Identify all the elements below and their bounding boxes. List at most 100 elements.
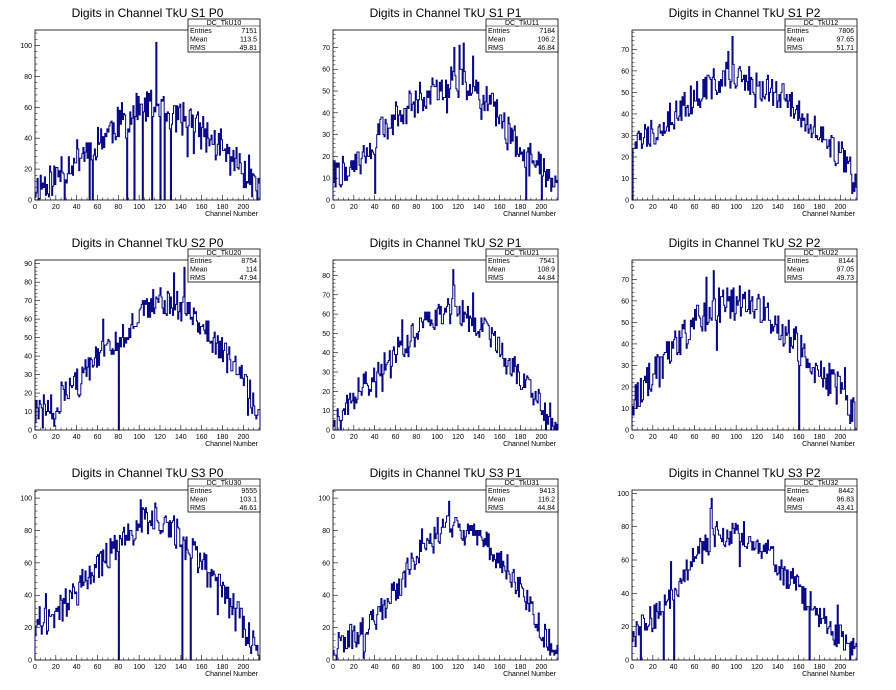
y-tick-label: 40 <box>322 350 330 357</box>
x-tick-label: 160 <box>793 434 805 441</box>
stats-label-mean: Mean <box>488 497 506 504</box>
y-tick-label: 20 <box>621 624 629 631</box>
x-tick-label: 40 <box>73 434 81 441</box>
y-tick-label: 80 <box>322 528 330 535</box>
x-tick-label: 80 <box>114 434 122 441</box>
stats-value-rms: 51.71 <box>836 45 854 52</box>
plot-frame <box>34 489 261 661</box>
x-tick-label: 0 <box>33 204 37 211</box>
histogram-series <box>34 266 261 431</box>
x-tick-label: 80 <box>711 434 719 441</box>
y-tick-label: 30 <box>322 132 330 139</box>
x-tick-label: 140 <box>175 204 187 211</box>
stats-label-mean: Mean <box>787 267 805 274</box>
x-tick-label: 0 <box>33 434 37 441</box>
chart-title: Digits in Channel TkU S2 P1 <box>370 236 522 250</box>
histogram-series <box>332 500 559 661</box>
histogram-series <box>632 35 858 201</box>
stats-name: DC_TkU10 <box>207 20 242 27</box>
y-tick-label: 60 <box>621 558 629 565</box>
chart-title: Digits in Channel TkU S3 P0 <box>72 466 224 480</box>
y-tick-label: 70 <box>24 298 32 305</box>
stats-value-entries: 7184 <box>539 28 555 35</box>
y-tick-label: 20 <box>322 154 330 161</box>
x-tick-label: 180 <box>515 664 527 671</box>
y-tick-label: 80 <box>322 273 330 280</box>
stats-box <box>187 478 261 513</box>
histogram-panel-6: Digits in Channel TkU S2 P20 20 40 60 80 100 1… <box>621 236 858 448</box>
x-tick-label: 40 <box>73 664 81 671</box>
y-tick-label: 0 <box>28 658 32 665</box>
stats-value-mean: 106.2 <box>537 37 555 44</box>
x-tick-label: 180 <box>814 434 826 441</box>
stats-name: DC_TkU11 <box>505 20 539 27</box>
stats-box <box>485 478 559 513</box>
y-tick-label: 10 <box>621 176 629 183</box>
plot-frame <box>332 489 559 661</box>
x-tick-label: 160 <box>494 204 506 211</box>
y-tick-label: 60 <box>621 298 629 305</box>
y-tick-label: 60 <box>24 317 32 324</box>
x-tick-label: 100 <box>730 434 742 441</box>
stats-value-rms: 49.81 <box>239 45 257 52</box>
x-tick-label: 20 <box>649 664 657 671</box>
stats-box <box>187 18 261 53</box>
stats-name: DC_TkU21 <box>505 250 540 257</box>
stats-value-mean: 97.05 <box>836 267 854 274</box>
x-tick-label: 160 <box>494 434 506 441</box>
stats-value-mean: 103.1 <box>239 497 257 504</box>
x-tick-label: 80 <box>114 664 122 671</box>
plot-frame <box>34 29 261 201</box>
x-tick-label: 180 <box>814 204 826 211</box>
x-tick-label: 80 <box>412 434 420 441</box>
x-tick-label: 40 <box>73 204 81 211</box>
y-tick-label: 80 <box>24 74 32 81</box>
x-tick-label: 80 <box>711 664 719 671</box>
stats-value-entries: 8442 <box>838 488 854 495</box>
x-tick-label: 140 <box>473 204 485 211</box>
y-tick-label: 20 <box>24 391 32 398</box>
y-tick-label: 40 <box>24 136 32 143</box>
y-tick-label: 60 <box>24 560 32 567</box>
histogram-series <box>332 42 559 201</box>
histogram-panel-3: Digits in Channel TkU S1 P20 20 40 60 80 100 1… <box>621 6 858 218</box>
stats-value-rms: 46.84 <box>537 45 555 52</box>
stats-label-rms: RMS <box>190 505 206 512</box>
y-tick-label: 70 <box>322 292 330 299</box>
y-tick-label: 30 <box>621 363 629 370</box>
y-tick-label: 40 <box>24 593 32 600</box>
x-tick-label: 0 <box>331 664 335 671</box>
y-tick-label: 60 <box>322 560 330 567</box>
y-tick-label: 60 <box>621 68 629 75</box>
x-tick-label: 180 <box>217 204 229 211</box>
chart-title: Digits in Channel TkU S1 P2 <box>669 6 821 20</box>
stats-label-mean: Mean <box>787 497 805 504</box>
x-tick-label: 120 <box>751 664 763 671</box>
y-tick-label: 60 <box>322 67 330 74</box>
stats-label-mean: Mean <box>488 267 506 274</box>
x-tick-label: 60 <box>94 664 102 671</box>
stats-box <box>187 248 261 283</box>
stats-value-mean: 116.2 <box>538 497 555 504</box>
x-tick-label: 200 <box>237 434 249 441</box>
y-tick-label: 10 <box>621 406 629 413</box>
x-tick-label: 120 <box>452 434 464 441</box>
histogram-series <box>34 41 261 201</box>
y-tick-label: 0 <box>625 658 629 665</box>
stats-name: DC_TkU22 <box>804 250 839 257</box>
y-tick-label: 60 <box>322 312 330 319</box>
x-tick-label: 0 <box>630 434 634 441</box>
histogram-series <box>34 499 260 661</box>
y-tick-label: 40 <box>322 593 330 600</box>
y-tick-label: 30 <box>322 370 330 377</box>
y-tick-label: 30 <box>621 133 629 140</box>
stats-value-entries: 8754 <box>241 258 257 265</box>
y-tick-label: 50 <box>24 335 32 342</box>
x-tick-label: 20 <box>52 434 60 441</box>
stats-value-entries: 8144 <box>838 258 854 265</box>
plot-frame <box>332 259 559 431</box>
x-tick-label: 20 <box>350 664 358 671</box>
stats-label-rms: RMS <box>787 505 803 512</box>
x-tick-label: 20 <box>52 664 60 671</box>
